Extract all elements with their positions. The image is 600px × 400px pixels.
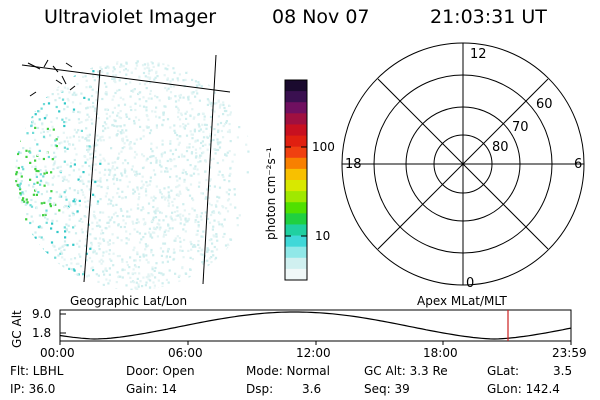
altitude-xtick-1800: 18:00 <box>423 346 458 360</box>
altitude-xtick-1200: 12:00 <box>296 346 331 360</box>
colorbar-frame <box>284 79 308 281</box>
polar-hour-18: 18 <box>345 157 362 172</box>
polar-caption: Apex MLat/MLT <box>417 294 507 308</box>
time-label: 21:03:31 UT <box>430 6 547 28</box>
colorbar-segment <box>285 257 307 270</box>
altitude-xticks <box>59 341 572 345</box>
polar-lat-60: 60 <box>536 97 553 112</box>
colorbar-segment <box>285 268 307 281</box>
altitude-xtick-2359: 23:59 <box>552 346 587 360</box>
colorbar-segment <box>285 168 307 181</box>
altitude-plot <box>59 309 572 345</box>
colorbar-segment <box>285 135 307 148</box>
colorbar-segment <box>285 124 307 137</box>
status-seq: Seq: 39 <box>364 382 410 396</box>
colorbar-tick-10: 10 <box>315 229 331 243</box>
meridian-line <box>202 54 217 285</box>
colorbar-segment <box>285 235 307 248</box>
colorbar-segment <box>285 113 307 125</box>
status-glat-label: GLat: <box>487 364 520 378</box>
status-mode: Mode: Normal <box>246 364 330 378</box>
colorbar-segment <box>285 224 307 237</box>
meridian-line <box>83 69 101 283</box>
colorbar-segment <box>285 146 307 159</box>
colorbar-segment <box>285 202 307 214</box>
polar-diagonal <box>377 78 549 250</box>
status-dsp-value: 3.6 <box>302 382 322 396</box>
limb-ticks <box>27 59 76 97</box>
colorbar-segment <box>285 246 307 259</box>
status-door: Door: Open <box>126 364 195 378</box>
colorbar-segment <box>285 102 307 114</box>
colorbar-unit-label: photon cm⁻²s⁻¹ <box>264 147 278 240</box>
image-caption: Geographic Lat/Lon <box>70 294 188 308</box>
polar-hour-0: 0 <box>466 276 475 291</box>
altitude-curve <box>59 311 572 340</box>
status-ip: IP: 36.0 <box>10 382 56 396</box>
status-glon: GLon: 142.4 <box>487 382 560 396</box>
colorbar-segment <box>285 213 307 225</box>
polar-plot <box>341 42 585 286</box>
colorbar <box>285 80 307 281</box>
colorbar-segment <box>285 191 307 203</box>
status-gain: Gain: 14 <box>126 382 177 396</box>
colorbar-segment <box>285 91 307 103</box>
status-flt: Flt: LBHL <box>10 364 64 378</box>
status-gc-alt: GC Alt: 3.3 Re <box>364 364 448 378</box>
colorbar-segment <box>285 157 307 170</box>
status-dsp-label: Dsp: <box>246 382 274 396</box>
altitude-ytick-1-8: 1.8 <box>32 326 52 340</box>
polar-lat-70: 70 <box>512 120 529 135</box>
altitude-xtick-0600: 06:00 <box>168 346 203 360</box>
colorbar-segment <box>285 180 307 192</box>
polar-lat-80: 80 <box>492 140 509 155</box>
polar-hour-6: 6 <box>574 157 583 172</box>
colorbar-tick-100: 100 <box>312 140 335 154</box>
instrument-title: Ultraviolet Imager <box>44 6 217 28</box>
polar-hour-12: 12 <box>470 47 487 62</box>
parallel-line <box>21 64 231 93</box>
earth-image <box>15 54 255 290</box>
altitude-frame <box>59 309 572 342</box>
altitude-xtick-0000: 00:00 <box>40 346 75 360</box>
colorbar-segment <box>285 80 307 92</box>
date-label: 08 Nov 07 <box>272 6 370 28</box>
altitude-ylabel: GC Alt <box>10 310 24 348</box>
status-glat-value: 3.5 <box>553 364 573 378</box>
altitude-ytick-9: 9.0 <box>32 307 52 321</box>
